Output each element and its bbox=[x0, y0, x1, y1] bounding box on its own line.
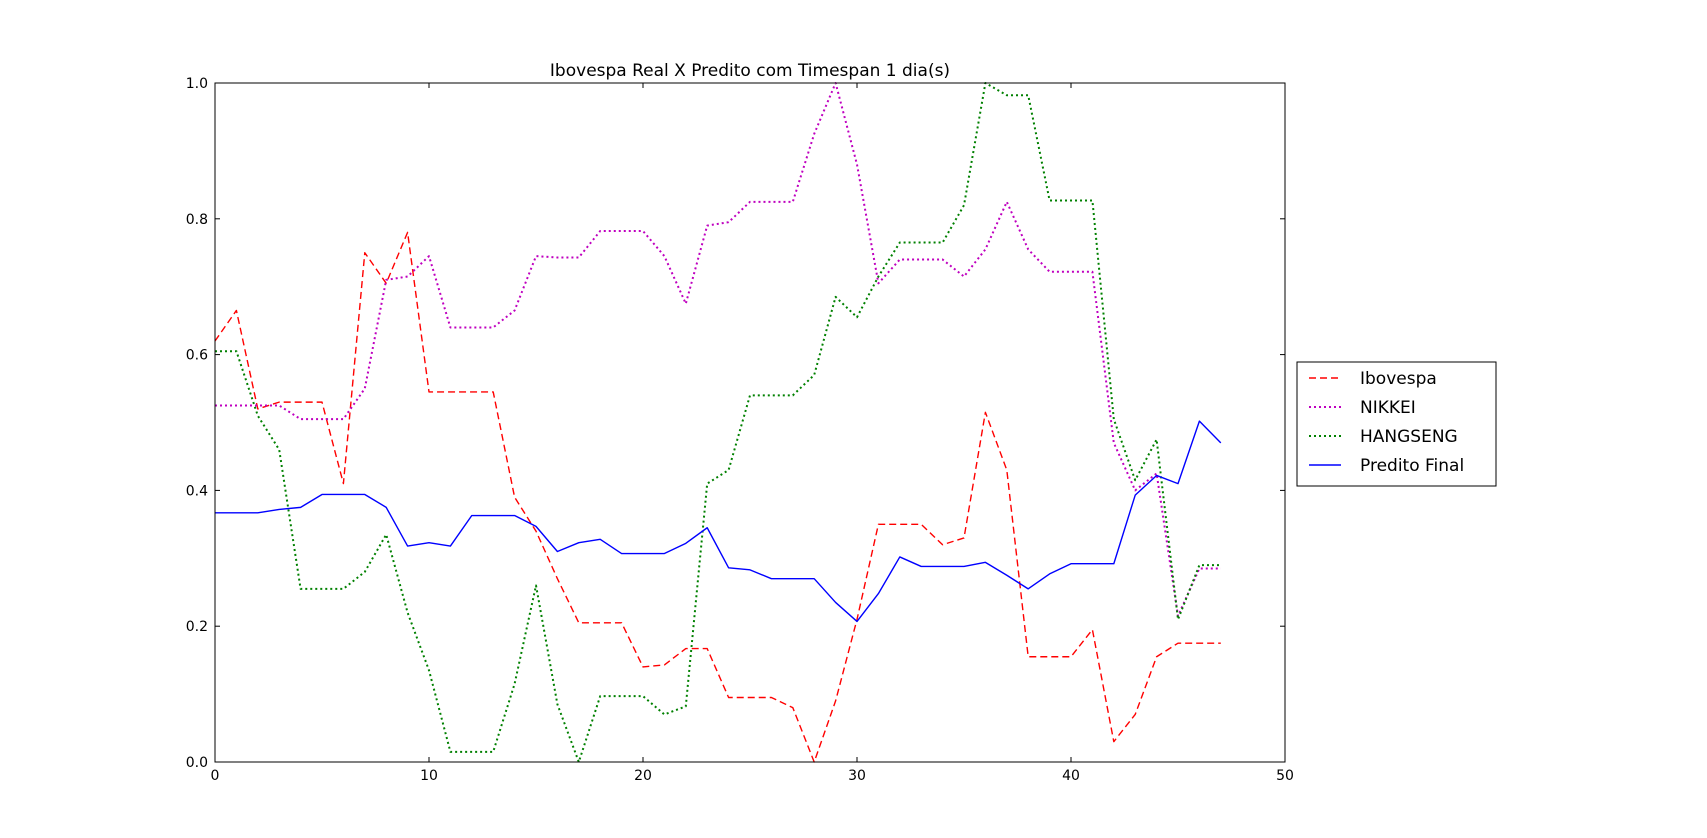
series-layer bbox=[214, 82, 1222, 763]
x-tick-label: 0 bbox=[211, 768, 220, 784]
y-tick-label: 0.6 bbox=[186, 348, 208, 364]
y-tick-label: 0.2 bbox=[186, 619, 208, 635]
y-tick-label: 0.4 bbox=[186, 483, 208, 499]
legend: Ibovespa NIKKEI HANGSENG Predito Final bbox=[1296, 361, 1497, 487]
plot-area-frame bbox=[214, 82, 1286, 763]
legend-label: Predito Final bbox=[1360, 456, 1464, 476]
legend-label: Ibovespa bbox=[1360, 369, 1437, 389]
x-tick-label: 50 bbox=[1276, 768, 1294, 784]
y-tick-label: 0.0 bbox=[186, 755, 208, 771]
x-tick-label: 20 bbox=[634, 768, 652, 784]
x-tick-label: 40 bbox=[1062, 768, 1080, 784]
series-line-ibovespa bbox=[214, 231, 1221, 763]
legend-label: HANGSENG bbox=[1360, 427, 1458, 447]
series-line-hangseng bbox=[215, 82, 1221, 763]
y-tick-label: 0.8 bbox=[186, 212, 208, 228]
axis-ticks: 0 10 20 30 40 50 0.0 0.2 0.4 0.6 0.8 1.0 bbox=[186, 76, 1294, 784]
legend-label: NIKKEI bbox=[1360, 398, 1416, 418]
y-tick-label: 1.0 bbox=[186, 76, 208, 92]
series-line-predito-final bbox=[215, 420, 1222, 623]
series-line-nikkei bbox=[215, 82, 1221, 618]
x-tick-label: 10 bbox=[420, 768, 438, 784]
chart-title: Ibovespa Real X Predito com Timespan 1 d… bbox=[550, 61, 950, 81]
x-tick-label: 30 bbox=[848, 768, 866, 784]
